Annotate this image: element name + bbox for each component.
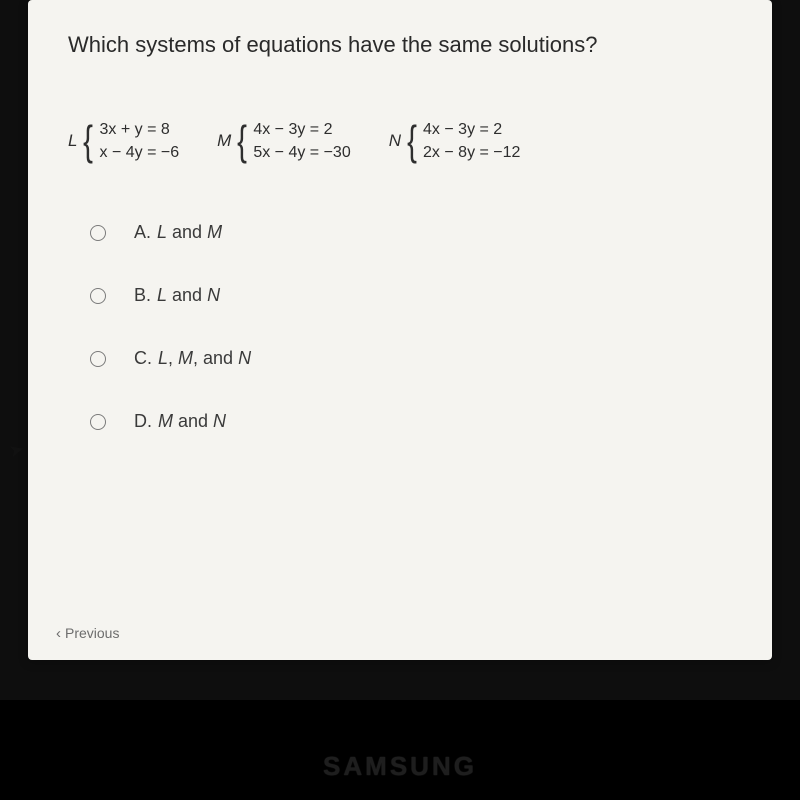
- option-letter: B.: [134, 285, 151, 305]
- option-d[interactable]: D. M and N: [90, 411, 732, 432]
- radio-icon[interactable]: [90, 225, 106, 241]
- equation: 5x − 4y = −30: [253, 141, 350, 164]
- option-letter: A.: [134, 222, 151, 242]
- system-equations: 3x + y = 8 x − 4y = −6: [100, 118, 180, 164]
- option-c[interactable]: C. L, M, and N: [90, 348, 732, 369]
- monitor-bezel: SAMSUNG: [0, 700, 800, 800]
- option-letter: C.: [134, 348, 152, 368]
- radio-icon[interactable]: [90, 351, 106, 367]
- system-label: M: [217, 131, 231, 151]
- equation: 3x + y = 8: [100, 118, 180, 141]
- system-equations: 4x − 3y = 2 2x − 8y = −12: [423, 118, 520, 164]
- radio-icon[interactable]: [90, 288, 106, 304]
- equation: 2x − 8y = −12: [423, 141, 520, 164]
- option-body: L and M: [157, 222, 222, 242]
- system-L: L { 3x + y = 8 x − 4y = −6: [68, 118, 179, 164]
- brace-icon: {: [237, 124, 247, 158]
- option-text: B. L and N: [134, 285, 220, 306]
- question-text: Which systems of equations have the same…: [68, 32, 732, 58]
- answer-options: A. L and M B. L and N C. L, M, and N D. M an…: [90, 222, 732, 432]
- option-a[interactable]: A. L and M: [90, 222, 732, 243]
- equation: x − 4y = −6: [100, 141, 180, 164]
- system-N: N { 4x − 3y = 2 2x − 8y = −12: [389, 118, 521, 164]
- option-body: M and N: [158, 411, 226, 431]
- option-body: L, M, and N: [158, 348, 251, 368]
- radio-icon[interactable]: [90, 414, 106, 430]
- system-label: N: [389, 131, 401, 151]
- brand-logo: SAMSUNG: [0, 751, 800, 782]
- cursor-icon: ➤: [7, 438, 27, 462]
- option-text: A. L and M: [134, 222, 222, 243]
- equation: 4x − 3y = 2: [253, 118, 350, 141]
- option-body: L and N: [157, 285, 220, 305]
- brace-icon: {: [84, 124, 94, 158]
- option-text: D. M and N: [134, 411, 226, 432]
- equation-systems: L { 3x + y = 8 x − 4y = −6 M { 4x − 3y =…: [68, 118, 732, 164]
- option-b[interactable]: B. L and N: [90, 285, 732, 306]
- option-letter: D.: [134, 411, 152, 431]
- screen: Which systems of equations have the same…: [0, 0, 800, 800]
- option-text: C. L, M, and N: [134, 348, 251, 369]
- question-card: Which systems of equations have the same…: [28, 0, 772, 660]
- system-equations: 4x − 3y = 2 5x − 4y = −30: [253, 118, 350, 164]
- previous-button[interactable]: Previous: [56, 625, 119, 642]
- equation: 4x − 3y = 2: [423, 118, 520, 141]
- brace-icon: {: [407, 124, 417, 158]
- system-label: L: [68, 131, 77, 151]
- system-M: M { 4x − 3y = 2 5x − 4y = −30: [217, 118, 351, 164]
